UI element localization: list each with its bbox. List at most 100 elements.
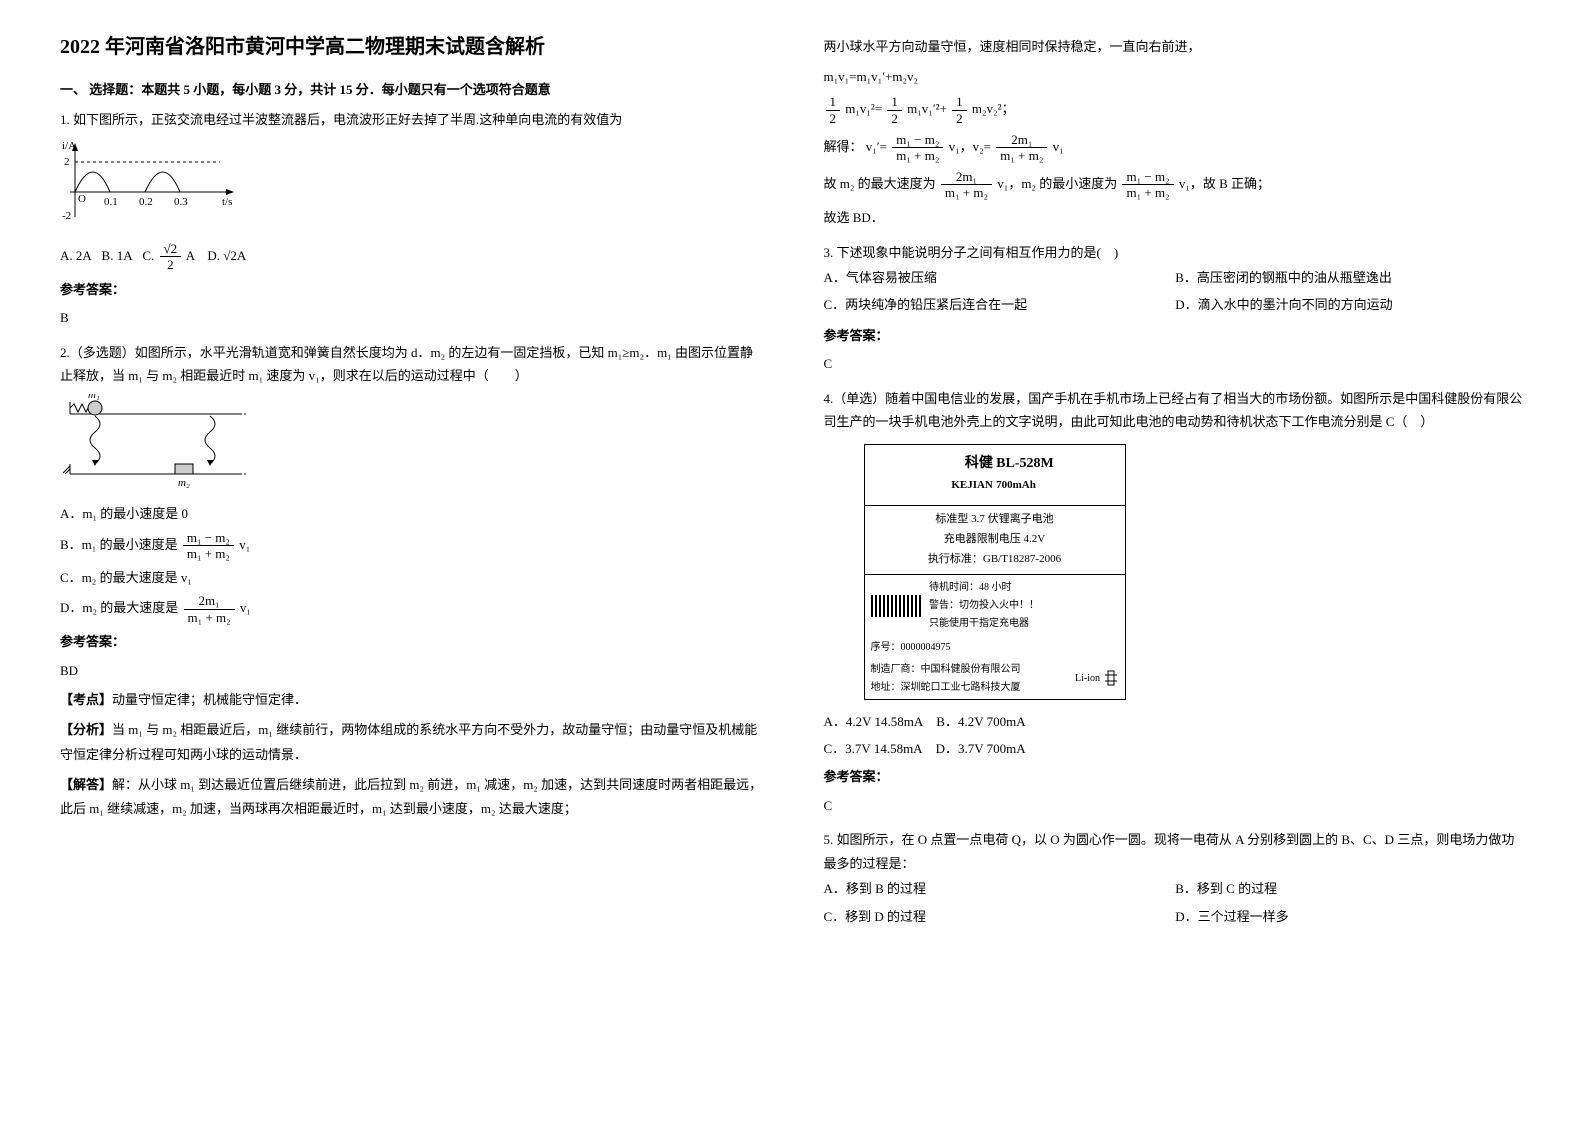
q2-stem: 2.（多选题）如图所示，水平光滑轨道宽和弹簧自然长度均为 d．m₂ 的左边有一固…: [60, 341, 764, 388]
q1-answer-label: 参考答案：: [60, 278, 764, 301]
q2-kaodian: 【考点】动量守恒定律；机械能守恒定律．: [60, 688, 764, 713]
concl-b: v₁，m₂ 的最小速度为: [997, 176, 1117, 191]
q2-opt-d-prefix: D．m₂ 的最大速度是: [60, 600, 178, 615]
q2-opt-d: D．m₂ 的最大速度是 2m₁m₁ + m₂ v₁: [60, 593, 764, 625]
q2-answer-label: 参考答案：: [60, 630, 764, 653]
section-1-head: 一、 选择题：本题共 5 小题，每小题 3 分，共计 15 分．每小题只有一个选…: [60, 79, 764, 98]
q2-opt-c: C．m₂ 的最大速度是 v₁: [60, 566, 764, 589]
q1c-num: √2: [160, 241, 182, 258]
q2-kd-text: 动量守恒定律；机械能守恒定律．: [112, 692, 307, 707]
c-v1d: m₁ + m₂: [1122, 185, 1173, 201]
barcode-icon: [871, 595, 921, 617]
q4-opt-d: D．3.7V 700mA: [936, 741, 1026, 756]
svg-text:-2: -2: [62, 210, 71, 222]
question-2: 2.（多选题）如图所示，水平光滑轨道宽和弹簧自然长度均为 d．m₂ 的左边有一固…: [60, 341, 764, 822]
eq2-d3: 2: [952, 111, 967, 127]
right-column: 两小球水平方向动量守恒，速度相同时保持稳定，一直向右前进， m₁v₁=m₁v₁′…: [824, 30, 1528, 940]
svg-text:0.1: 0.1: [104, 196, 118, 208]
q3-opt-d: D．滴入水中的墨汁向不同的方向运动: [1175, 293, 1527, 316]
battery-capacity: 700mAh: [996, 476, 1115, 496]
q1-options: A. 2A B. 1A C. √22 A D. √2A: [60, 241, 764, 273]
q3-stem: 3. 下述现象中能说明分子之间有相互作用力的是( ): [824, 241, 1528, 264]
q4-stem: 4.（单选）随着中国电信业的发展，国产手机在手机市场上已经占有了相当大的市场份额…: [824, 387, 1528, 434]
q5-opt-a: A．移到 B 的过程: [824, 877, 1176, 900]
svg-text:O: O: [78, 193, 86, 205]
q3-answer-label: 参考答案：: [824, 324, 1528, 347]
c-v2d: m₁ + m₂: [941, 185, 992, 201]
q5-stem: 5. 如图所示，在 O 点置一点电荷 Q，以 O 为圆心作一圆。现将一电荷从 A…: [824, 828, 1528, 875]
q2-opt-b: B．m₁ 的最小速度是 m₁ − m₂m₁ + m₂ v₁: [60, 530, 764, 562]
q2b-num: m₁ − m₂: [183, 530, 234, 547]
q1-stem: 1. 如下图所示，正弦交流电经过半波整流器后，电流波形正好去掉了半周.这种单向电…: [60, 108, 764, 131]
v2-den: m₁ + m₂: [996, 148, 1047, 164]
solve-label: 解得：: [824, 139, 863, 154]
q1c-den: 2: [160, 257, 182, 273]
q1-opt-b: B. 1A: [102, 248, 133, 263]
eq2-d1: 2: [826, 111, 841, 127]
eq2-n3: 1: [952, 94, 967, 111]
battery-info: 待机时间：48 小时 警告：切勿投入火中！！ 只能使用干指定充电器: [929, 579, 1039, 633]
q1-opt-d-prefix: D.: [207, 248, 220, 263]
battery-brand-right: BL-528M: [996, 451, 1115, 476]
q2-kd-label: 【考点】: [60, 692, 112, 707]
q2-concl: 故 m₂ 的最大速度为 2m₁m₁ + m₂ v₁，m₂ 的最小速度为 m₁ −…: [824, 169, 1528, 201]
q2-concl-end: 故选 BD．: [824, 206, 1528, 231]
q2-fx-label: 【分析】: [60, 722, 112, 737]
q5-opt-c: C．移到 D 的过程: [824, 905, 1176, 928]
q5-opt-b: B．移到 C 的过程: [1175, 877, 1527, 900]
q1-opt-c-prefix: C.: [142, 248, 154, 263]
q1-figure: i/A t/s 2 -2 0.1 0.2 0.3 O: [60, 137, 764, 234]
q2d-num: 2m₁: [184, 593, 235, 610]
liion-text: Li-ion: [1075, 673, 1100, 684]
q2-eq1: m₁v₁=m₁v₁′+m₂v₂: [824, 65, 1528, 90]
battery-line2: 充电器限制电压 4.2V: [871, 530, 1119, 550]
battery-maker1: 制造厂商：中国科健股份有限公司: [871, 661, 1021, 679]
q1-opt-a: A. 2A: [60, 248, 92, 263]
battery-r2: 警告：切勿投入火中！！: [929, 597, 1039, 615]
q1-opt-c: C. √22 A: [142, 248, 197, 263]
q2-cont-1: 两小球水平方向动量守恒，速度相同时保持稳定，一直向右前进，: [824, 35, 1528, 60]
battery-subbrand-left: KEJIAN: [874, 476, 993, 496]
svg-text:m₁: m₁: [88, 394, 100, 401]
q2-jd-text: 解：从小球 m₁ 到达最近位置后继续前进，此后拉到 m₂ 前进，m₁ 减速，m₂…: [60, 777, 762, 817]
q2-solve: 解得： v₁′= m₁ − m₂m₁ + m₂ v₁，v₂= 2m₁m₁ + m…: [824, 132, 1528, 164]
q4-answer: C: [824, 794, 1528, 819]
page-title: 2022 年河南省洛阳市黄河中学高二物理期末试题含解析: [60, 30, 764, 59]
q2b-den: m₁ + m₂: [183, 546, 234, 562]
question-1: 1. 如下图所示，正弦交流电经过半波整流器后，电流波形正好去掉了半周.这种单向电…: [60, 108, 764, 331]
battery-r3: 只能使用干指定充电器: [929, 615, 1039, 633]
q2-jd-label: 【解答】: [60, 777, 112, 792]
q2-opt-a: A．m₁ 的最小速度是 0: [60, 502, 764, 525]
eq2-n1: 1: [826, 94, 841, 111]
battery-maker2: 地址：深圳蛇口工业七路科技大厦: [871, 679, 1021, 697]
battery-r1: 待机时间：48 小时: [929, 579, 1039, 597]
q1-opt-d: D. √2A: [207, 248, 246, 263]
svg-text:m₂: m₂: [178, 477, 190, 489]
battery-brand-left: 科健: [874, 451, 993, 476]
v2-num: 2m₁: [996, 132, 1047, 149]
battery-line1: 标准型 3.7 伏锂离子电池: [871, 510, 1119, 530]
q2d-den: m₁ + m₂: [184, 610, 235, 626]
v1p-den: m₁ + m₂: [892, 148, 943, 164]
q1-opt-d-val: √2A: [223, 248, 246, 263]
q2-answer: BD: [60, 659, 764, 684]
q4-opt-b: B．4.2V 700mA: [936, 714, 1025, 729]
q2-figure: m₁ m₂: [60, 394, 764, 496]
q2-fenxi: 【分析】当 m₁ 与 m₂ 相距最近后，m₁ 继续前行，两物体组成的系统水平方向…: [60, 718, 764, 767]
q3-opt-b: B．高压密闭的钢瓶中的油从瓶壁逸出: [1175, 266, 1527, 289]
eq2-n2: 1: [887, 94, 902, 111]
q4-opt-a: A．4.2V 14.58mA: [824, 714, 924, 729]
question-3: 3. 下述现象中能说明分子之间有相互作用力的是( ) A．气体容易被压缩 B．高…: [824, 241, 1528, 377]
q2-opt-b-suffix: v₁: [239, 537, 250, 552]
q2-eq2: 12 m₁v₁²= 12 m₁v₁′²+ 12 m₂v₂²；: [824, 94, 1528, 126]
left-column: 2022 年河南省洛阳市黄河中学高二物理期末试题含解析 一、 选择题：本题共 5…: [60, 30, 764, 940]
svg-text:t/s: t/s: [222, 196, 232, 208]
eq2-d2: 2: [887, 111, 902, 127]
q2-opt-b-prefix: B．m₁ 的最小速度是: [60, 537, 178, 552]
question-4: 4.（单选）随着中国电信业的发展，国产手机在手机市场上已经占有了相当大的市场份额…: [824, 387, 1528, 819]
q3-answer: C: [824, 352, 1528, 377]
question-5: 5. 如图所示，在 O 点置一点电荷 Q，以 O 为圆心作一圆。现将一电荷从 A…: [824, 828, 1528, 930]
q2-jieda: 【解答】解：从小球 m₁ 到达最近位置后继续前进，此后拉到 m₂ 前进，m₁ 减…: [60, 773, 764, 822]
concl-a: 故 m₂ 的最大速度为: [824, 176, 936, 191]
q3-opt-a: A．气体容易被压缩: [824, 266, 1176, 289]
